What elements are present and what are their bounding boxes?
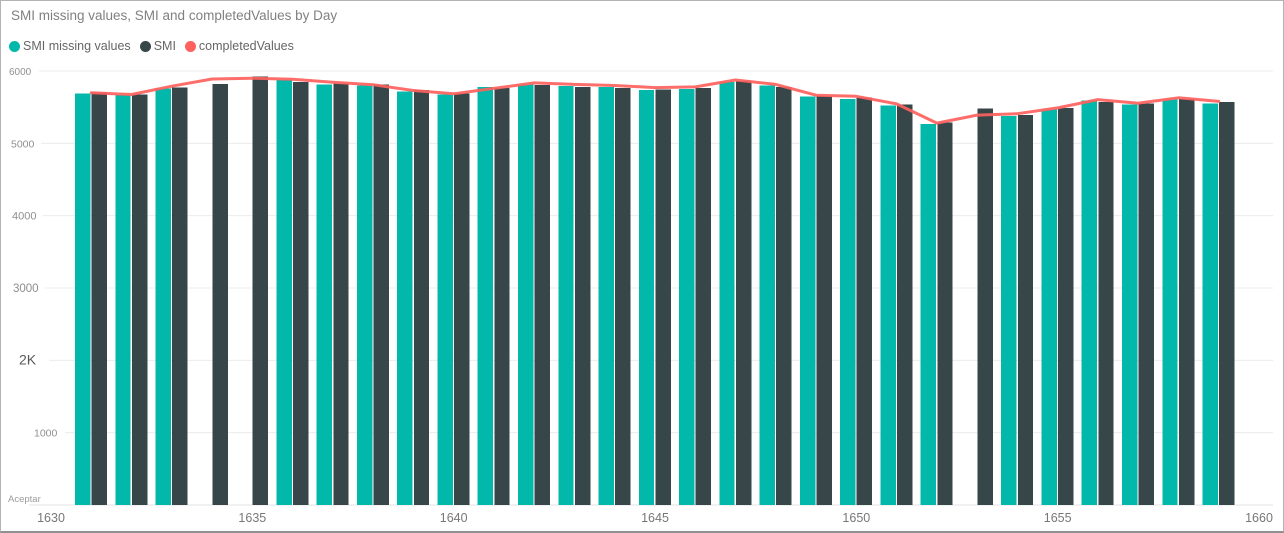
legend: SMI missing values SMI completedValues bbox=[9, 39, 303, 53]
bar-smi[interactable] bbox=[776, 86, 792, 506]
bar-smi[interactable] bbox=[1219, 102, 1235, 505]
bar-smi-missing-values[interactable] bbox=[920, 123, 937, 506]
y-axis-label: 1000 bbox=[34, 428, 58, 440]
bar-smi[interactable] bbox=[1178, 98, 1195, 506]
bar-smi-missing-values[interactable] bbox=[558, 86, 574, 505]
bar-smi[interactable] bbox=[735, 80, 752, 506]
bar-smi[interactable] bbox=[1017, 115, 1034, 505]
bar-smi-missing-values[interactable] bbox=[679, 89, 695, 505]
bar-smi[interactable] bbox=[534, 85, 550, 505]
bar-smi-missing-values[interactable] bbox=[316, 84, 333, 505]
legend-label: SMI bbox=[153, 39, 176, 53]
x-axis-label: 1660 bbox=[1245, 511, 1273, 525]
bar-smi[interactable] bbox=[293, 81, 309, 506]
legend-dot-dark-icon bbox=[139, 40, 151, 52]
chart-title: SMI missing values, SMI and completedVal… bbox=[11, 8, 338, 23]
legend-label: completedValues bbox=[198, 39, 294, 53]
bar-smi-missing-values[interactable] bbox=[638, 90, 655, 505]
aceptar-button[interactable]: Aceptar bbox=[8, 494, 41, 505]
bar-smi-missing-values[interactable] bbox=[1041, 109, 1057, 506]
y-axis-label: 6000 bbox=[9, 67, 32, 78]
x-axis-label: 1655 bbox=[1044, 511, 1072, 525]
bar-smi[interactable] bbox=[212, 84, 228, 505]
bar-smi-missing-values[interactable] bbox=[719, 82, 735, 505]
bar-smi-missing-values[interactable] bbox=[276, 80, 292, 505]
bar-smi-missing-values[interactable] bbox=[437, 94, 453, 506]
bar-smi-missing-values[interactable] bbox=[1162, 99, 1178, 505]
bar-smi[interactable] bbox=[856, 97, 873, 506]
legend-item-smi[interactable]: SMI bbox=[139, 39, 176, 53]
legend-dot-red-icon bbox=[184, 40, 196, 52]
bar-smi[interactable] bbox=[695, 88, 712, 505]
legend-label: SMI missing values bbox=[23, 39, 131, 53]
y-axis-label: 3000 bbox=[13, 283, 39, 295]
y-axis-label: 2K bbox=[19, 351, 37, 367]
legend-item-completedvalues[interactable]: completedValues bbox=[184, 39, 294, 53]
bar-smi-missing-values[interactable] bbox=[799, 96, 816, 505]
bar-smi[interactable] bbox=[413, 90, 430, 505]
bar-smi-missing-values[interactable] bbox=[115, 95, 131, 505]
y-axis-label: 4000 bbox=[12, 211, 36, 223]
x-axis-label: 1630 bbox=[37, 511, 65, 525]
bar-smi-missing-values[interactable] bbox=[1202, 103, 1218, 505]
bar-smi-missing-values[interactable] bbox=[155, 88, 171, 505]
bar-smi[interactable] bbox=[494, 88, 510, 505]
bar-smi[interactable] bbox=[252, 76, 269, 506]
bar-smi[interactable] bbox=[574, 86, 591, 506]
bar-smi-missing-values[interactable] bbox=[840, 98, 856, 506]
y-axis-label: 5000 bbox=[11, 138, 35, 150]
legend-dot-teal-icon bbox=[9, 40, 20, 52]
bar-smi[interactable] bbox=[172, 87, 188, 506]
bar-smi-missing-values[interactable] bbox=[880, 105, 896, 506]
bar-smi[interactable] bbox=[897, 104, 913, 506]
x-axis-label: 1635 bbox=[238, 511, 266, 525]
bar-smi-missing-values[interactable] bbox=[477, 86, 494, 506]
bar-smi-missing-values[interactable] bbox=[75, 93, 91, 506]
bar-smi-missing-values[interactable] bbox=[759, 85, 775, 506]
bar-smi-missing-values[interactable] bbox=[518, 84, 534, 506]
bar-smi[interactable] bbox=[373, 84, 389, 506]
completed-values-line[interactable] bbox=[89, 76, 1221, 125]
bar-smi[interactable] bbox=[615, 88, 631, 505]
x-axis-label: 1640 bbox=[440, 511, 468, 525]
bar-smi[interactable] bbox=[816, 96, 832, 505]
bar-smi-missing-values[interactable] bbox=[397, 91, 413, 506]
bar-smi[interactable] bbox=[1058, 107, 1074, 506]
bar-smi-missing-values[interactable] bbox=[1122, 104, 1138, 506]
bar-smi[interactable] bbox=[655, 89, 671, 506]
x-axis-label: 1650 bbox=[842, 511, 870, 525]
bar-smi[interactable] bbox=[1138, 103, 1154, 505]
x-axis-label: 1645 bbox=[641, 511, 669, 525]
bar-smi[interactable] bbox=[937, 122, 953, 505]
bar-smi-missing-values[interactable] bbox=[598, 86, 614, 506]
bar-smi[interactable] bbox=[333, 83, 349, 505]
bar-smi-missing-values[interactable] bbox=[1001, 116, 1017, 505]
bar-smi[interactable] bbox=[1098, 102, 1114, 505]
legend-item-smi-missing-values[interactable]: SMI missing values bbox=[9, 39, 131, 53]
bar-smi[interactable] bbox=[91, 92, 108, 505]
bar-smi[interactable] bbox=[131, 94, 148, 506]
bar-smi[interactable] bbox=[454, 93, 470, 506]
bar-smi-missing-values[interactable] bbox=[356, 85, 373, 506]
bar-smi[interactable] bbox=[977, 108, 993, 505]
bar-smi-missing-values[interactable] bbox=[1081, 100, 1098, 505]
